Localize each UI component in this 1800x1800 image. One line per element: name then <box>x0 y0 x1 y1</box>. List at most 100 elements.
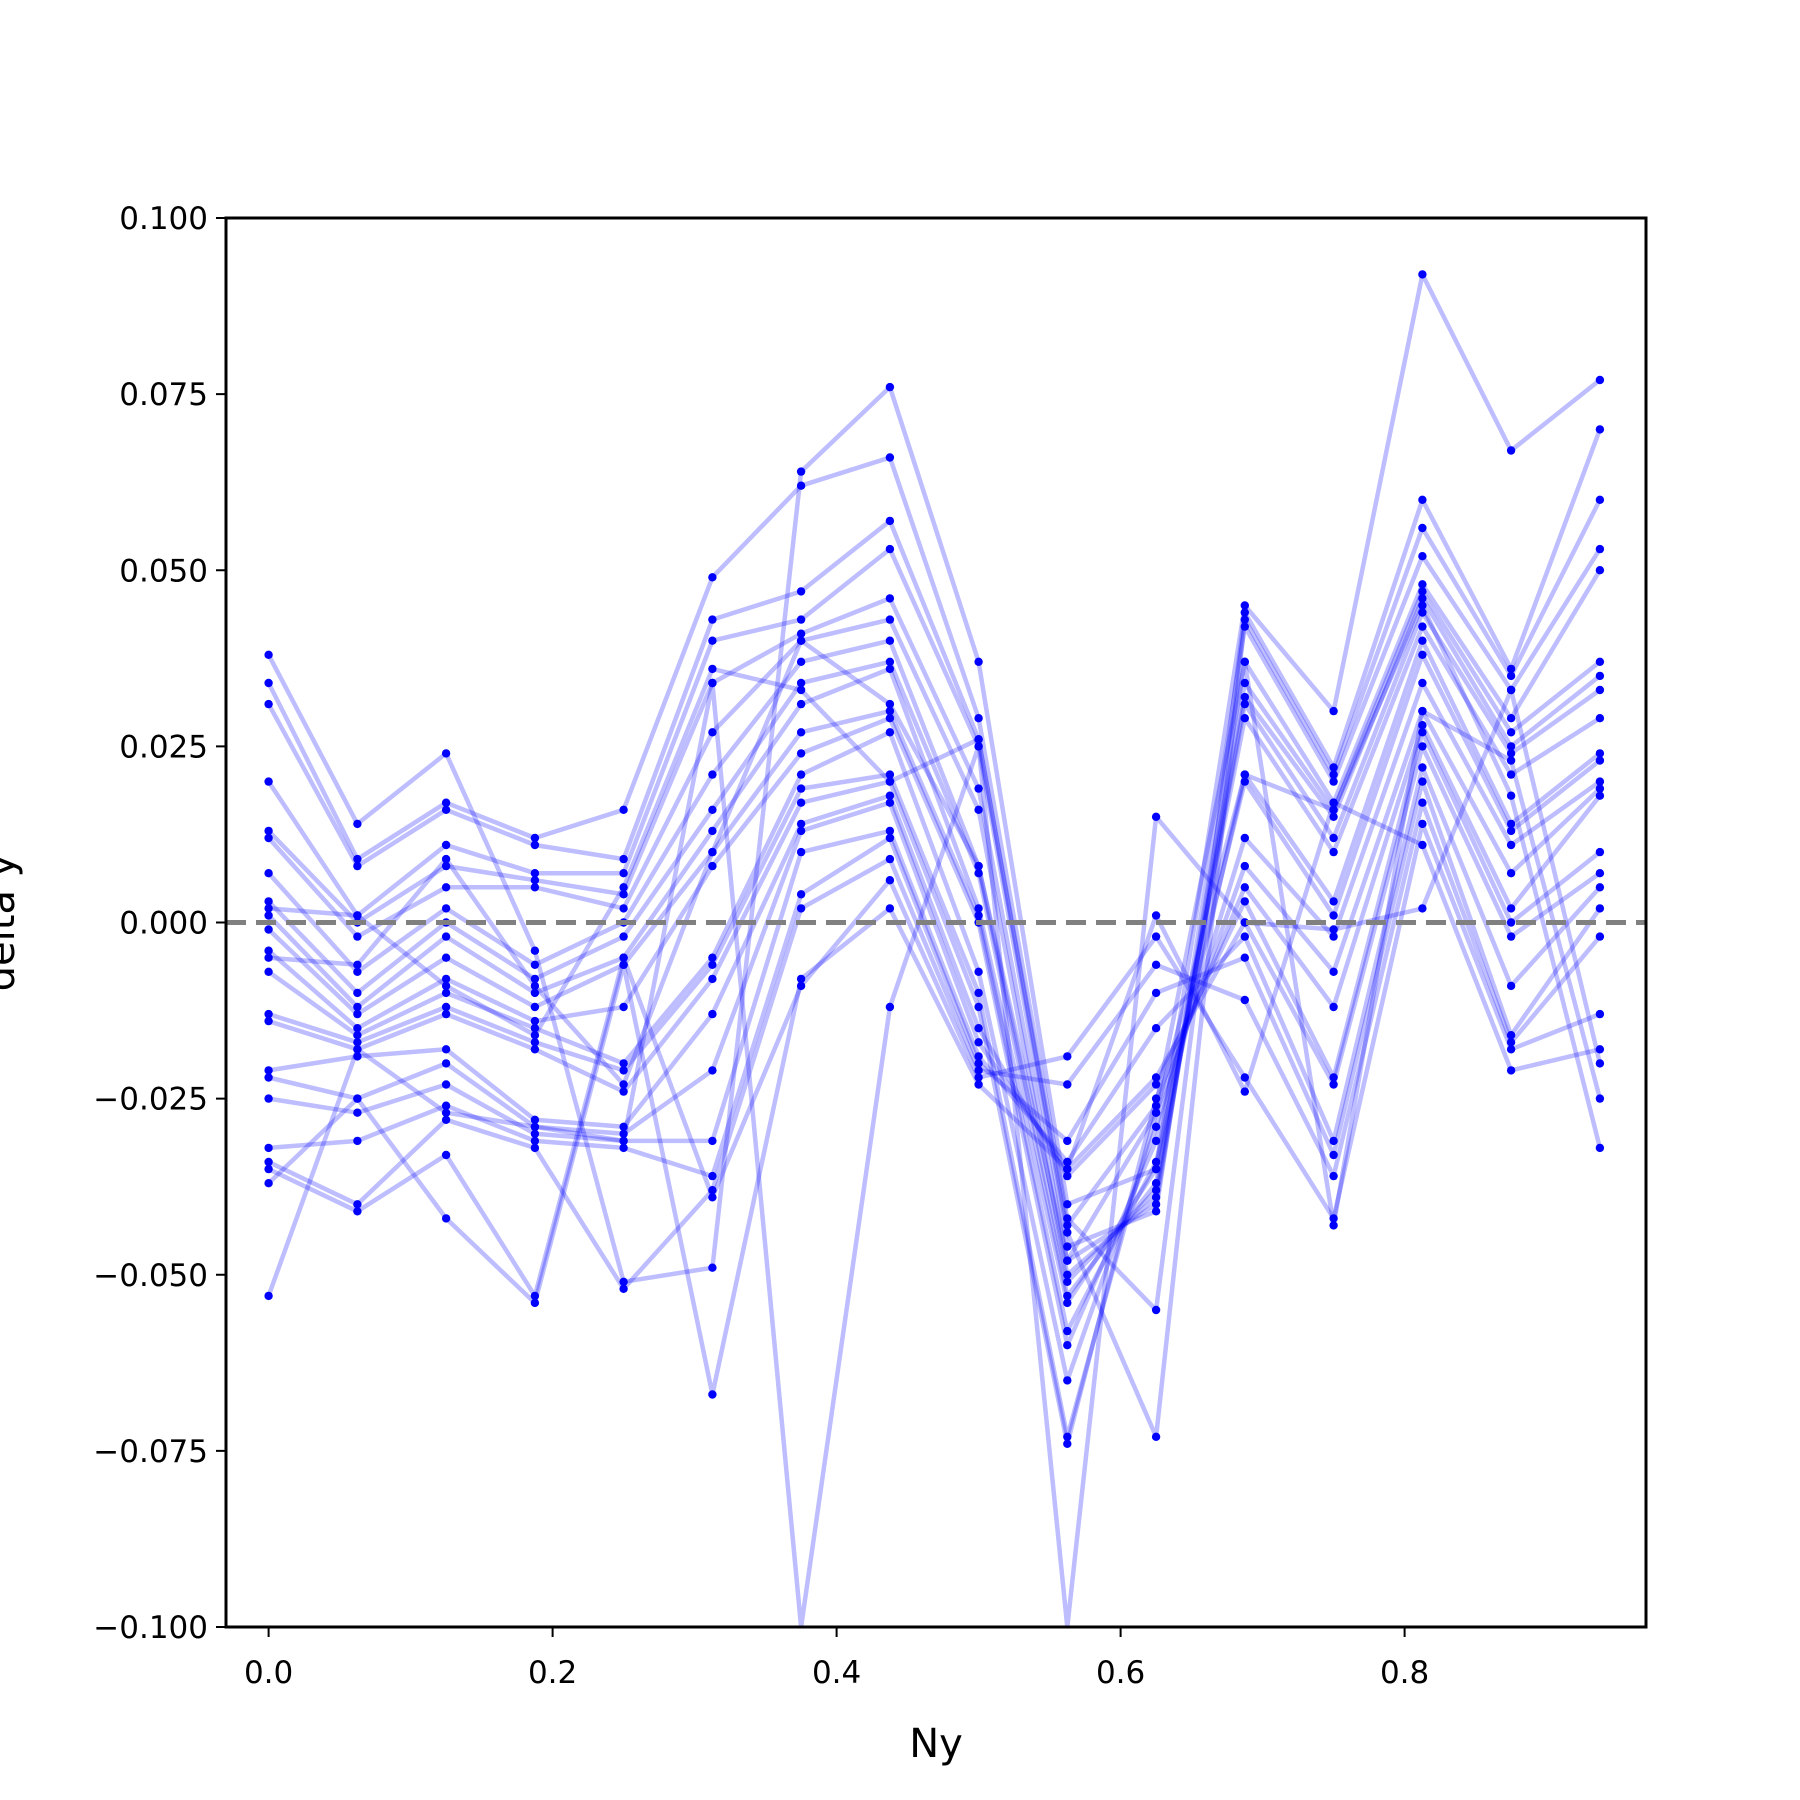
data-point <box>619 904 628 913</box>
data-point <box>1151 1108 1161 1117</box>
data-point <box>441 805 451 814</box>
data-point <box>1329 1136 1338 1146</box>
data-point <box>1240 657 1250 666</box>
data-point <box>1506 714 1516 723</box>
data-point <box>885 699 895 709</box>
series-23 <box>264 657 1605 1230</box>
data-point <box>1063 1270 1072 1280</box>
data-point <box>885 833 895 843</box>
data-point <box>1240 883 1250 892</box>
data-point <box>885 453 895 462</box>
data-point <box>353 1038 362 1047</box>
data-point <box>1063 1291 1072 1301</box>
data-point <box>1418 495 1427 504</box>
data-point <box>1418 608 1427 617</box>
data-point <box>1063 1171 1072 1181</box>
data-point <box>530 1038 540 1047</box>
data-point <box>1329 1171 1338 1181</box>
data-point <box>974 1002 983 1012</box>
data-point <box>885 826 895 836</box>
data-point <box>353 1009 362 1019</box>
data-point <box>1063 1242 1072 1251</box>
data-point <box>1506 1031 1516 1040</box>
data-point <box>708 1171 717 1181</box>
data-point <box>974 1038 983 1047</box>
data-point <box>796 798 806 807</box>
data-point <box>264 904 273 913</box>
data-point <box>1240 678 1250 688</box>
data-point <box>885 791 895 800</box>
data-point <box>974 967 983 976</box>
data-point <box>1240 615 1250 624</box>
data-point <box>796 847 806 857</box>
series-15 <box>264 728 1605 1181</box>
data-point <box>441 1108 451 1117</box>
data-point <box>1329 833 1338 843</box>
data-point <box>796 467 806 476</box>
series-line <box>267 638 1602 1334</box>
series-line <box>268 730 1602 1179</box>
data-point <box>1063 1341 1072 1350</box>
data-point <box>264 1009 273 1019</box>
data-point <box>708 861 717 871</box>
data-point <box>530 1129 540 1139</box>
data-point <box>1506 918 1516 927</box>
data-point <box>353 1136 362 1146</box>
data-point <box>1595 425 1605 434</box>
data-point <box>1418 622 1427 631</box>
data-point <box>796 826 806 836</box>
data-point <box>1595 657 1605 666</box>
series-line <box>267 800 1601 1397</box>
data-point <box>441 1080 451 1089</box>
series-21 <box>264 798 1605 1399</box>
data-point <box>1151 1136 1161 1146</box>
data-point <box>708 1136 717 1146</box>
series-line <box>266 546 1602 1249</box>
data-point <box>530 1143 540 1153</box>
data-point <box>1595 869 1605 878</box>
series-19 <box>264 798 1605 1294</box>
data-point <box>1240 1073 1250 1082</box>
data-point <box>1329 897 1338 906</box>
series-line <box>267 680 1602 1383</box>
data-point <box>1063 1228 1072 1237</box>
series-line <box>266 589 1602 1278</box>
data-point <box>264 1291 273 1301</box>
x-tick-label: 0.8 <box>1380 1655 1429 1691</box>
data-point <box>974 657 983 666</box>
data-point <box>1063 1277 1072 1287</box>
data-point <box>1329 847 1338 857</box>
data-point <box>441 932 451 941</box>
data-point <box>796 678 806 688</box>
x-tick-label: 0.2 <box>528 1655 577 1691</box>
data-point <box>1595 883 1605 892</box>
data-point <box>1240 699 1250 709</box>
data-point <box>530 869 540 878</box>
data-point <box>619 1002 628 1012</box>
data-point <box>264 946 273 955</box>
data-point <box>1418 601 1427 610</box>
data-point <box>1595 1059 1605 1068</box>
data-point <box>1418 840 1427 850</box>
data-point <box>1595 1009 1605 1019</box>
series-layer <box>264 270 1605 1627</box>
data-point <box>1595 756 1605 765</box>
data-point <box>1151 1207 1161 1216</box>
data-point <box>441 749 451 758</box>
data-point <box>1329 911 1338 920</box>
series-12 <box>264 678 1605 1385</box>
data-point <box>796 657 806 666</box>
data-point <box>974 861 983 871</box>
data-point <box>1595 1143 1605 1153</box>
data-point <box>1151 1200 1161 1209</box>
y-tick-label: 0.075 <box>119 377 208 413</box>
data-point <box>264 1016 273 1026</box>
data-point <box>1595 671 1605 681</box>
data-point <box>1506 664 1516 674</box>
data-point <box>1506 904 1516 913</box>
data-point <box>1329 1073 1338 1082</box>
data-point <box>353 854 362 864</box>
data-point <box>264 1143 273 1153</box>
data-point <box>708 678 717 688</box>
data-point <box>708 770 717 779</box>
